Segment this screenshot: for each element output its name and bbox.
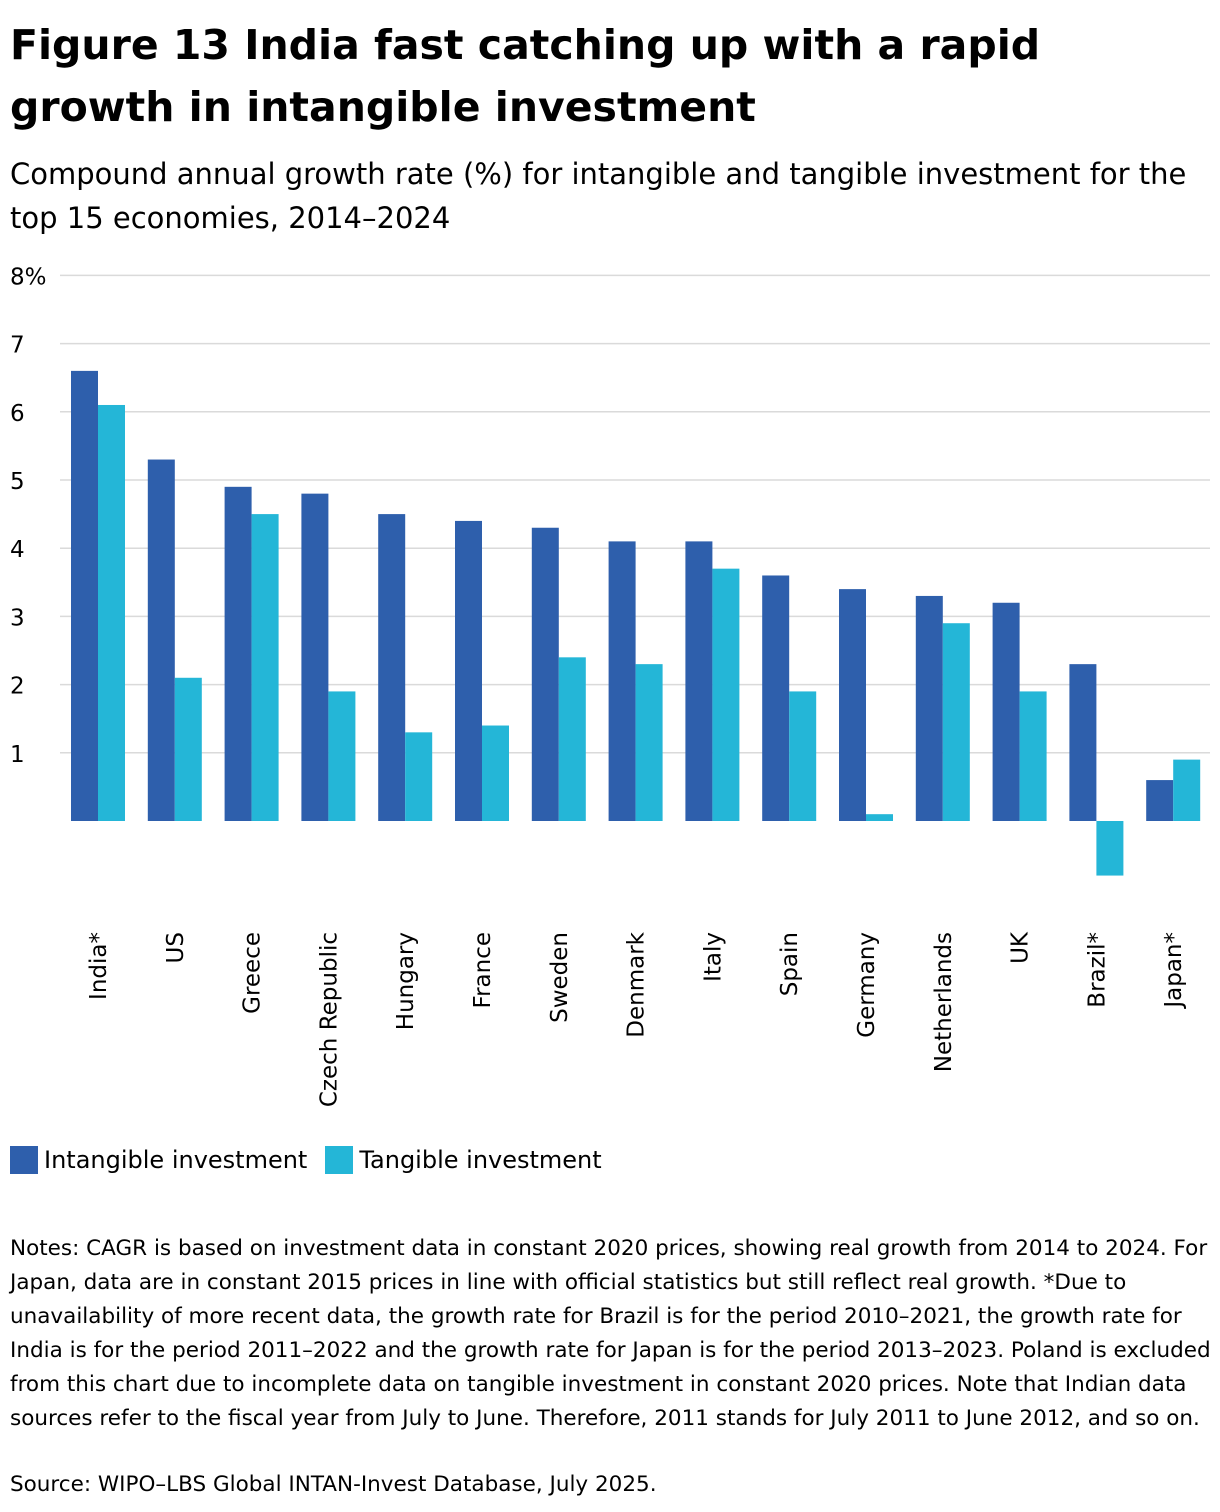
x-tick-label: Japan*: [1161, 932, 1187, 1010]
bar-tangible: [1096, 821, 1124, 876]
bar-tangible: [558, 657, 586, 821]
x-tick-label: Brazil*: [1084, 932, 1110, 1008]
bar-intangible: [147, 459, 175, 821]
bar-tangible: [635, 664, 663, 821]
bar-intangible: [1069, 664, 1097, 821]
bar-intangible: [378, 514, 406, 821]
legend-item-tangible: Tangible investment: [325, 1146, 602, 1174]
bar-tangible: [174, 677, 202, 821]
bar-intangible: [915, 595, 943, 821]
chart-title: Figure 13 India fast catching up with a …: [10, 21, 1041, 131]
chart-subtitle: Compound annual growth rate (%) for inta…: [10, 157, 1187, 235]
bar-intangible: [301, 493, 329, 821]
legend-label-intangible: Intangible investment: [44, 1146, 308, 1174]
chart-notes: Notes: CAGR is based on investment data …: [10, 1236, 1211, 1431]
bar-tangible: [789, 691, 817, 821]
legend-item-intangible: Intangible investment: [10, 1146, 307, 1174]
bar-tangible: [1019, 691, 1047, 821]
x-tick-label: Spain: [777, 932, 803, 996]
bar-tangible: [1173, 759, 1201, 821]
bar-intangible: [224, 486, 252, 821]
x-tick-label: Czech Republic: [316, 932, 342, 1107]
bar-intangible: [992, 602, 1020, 821]
y-tick-label: 5: [10, 469, 25, 495]
bar-intangible: [71, 370, 98, 821]
bar-tangible: [405, 732, 433, 821]
legend-label-tangible: Tangible investment: [359, 1146, 602, 1174]
x-tick-label: Denmark: [624, 931, 650, 1037]
y-tick-label: 6: [10, 401, 25, 427]
x-tick-label: UK: [1008, 931, 1034, 964]
bar-intangible: [685, 541, 713, 821]
chart-source: Source: WIPO–LBS Global INTAN-Invest Dat…: [10, 1472, 657, 1497]
legend-swatch-tangible: [325, 1146, 354, 1174]
bar-tangible: [712, 568, 740, 821]
y-tick-label: 3: [10, 605, 25, 631]
x-tick-label: Italy: [700, 932, 726, 982]
x-tick-label: France: [470, 932, 496, 1008]
y-tick-label: 2: [10, 674, 25, 700]
x-tick-label: Germany: [854, 932, 880, 1038]
bar-tangible: [251, 514, 279, 821]
bar-intangible: [608, 541, 636, 821]
bar-tangible: [866, 814, 893, 821]
legend-swatch-intangible: [10, 1146, 38, 1174]
bar-intangible: [455, 520, 482, 821]
x-tick-label: US: [163, 932, 189, 963]
x-tick-label: India*: [86, 932, 112, 1000]
x-tick-label: Greece: [240, 932, 266, 1014]
bar-intangible: [839, 589, 866, 821]
x-tick-label: Netherlands: [931, 932, 957, 1072]
bar-intangible: [1146, 780, 1174, 821]
bar-chart: 1 2 3 4 5 6 7 8% India* US Greece Czech Republic Hu…: [10, 264, 1210, 1107]
bar-tangible: [98, 404, 125, 821]
bar-tangible: [482, 725, 509, 821]
bar-tangible: [328, 691, 356, 821]
y-tick-label: 1: [10, 742, 25, 768]
chart-legend: Intangible investment Tangible investmen…: [10, 1146, 620, 1174]
y-tick-label: 8%: [10, 264, 47, 290]
bar-tangible: [942, 623, 970, 821]
x-tick-label: Hungary: [393, 932, 419, 1030]
y-tick-label: 4: [10, 537, 25, 563]
bar-intangible: [531, 527, 559, 821]
x-tick-label: Sweden: [547, 932, 573, 1023]
bar-intangible: [762, 575, 790, 821]
y-tick-label: 7: [10, 333, 25, 359]
